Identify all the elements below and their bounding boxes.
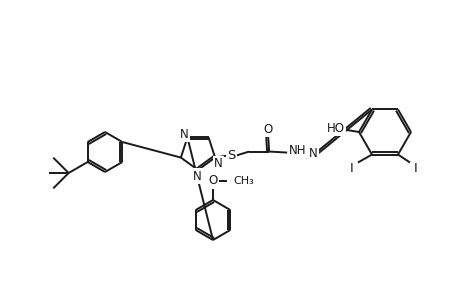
Text: I: I (349, 162, 353, 175)
Text: NH: NH (289, 144, 306, 157)
Text: N: N (192, 169, 201, 182)
Text: HO: HO (326, 122, 344, 134)
Text: O: O (208, 175, 217, 188)
Text: O: O (263, 123, 272, 136)
Text: N: N (213, 157, 222, 170)
Text: I: I (413, 162, 417, 175)
Text: S: S (226, 149, 235, 162)
Text: N: N (179, 128, 188, 141)
Text: CH₃: CH₃ (233, 176, 253, 186)
Text: N: N (308, 147, 317, 160)
